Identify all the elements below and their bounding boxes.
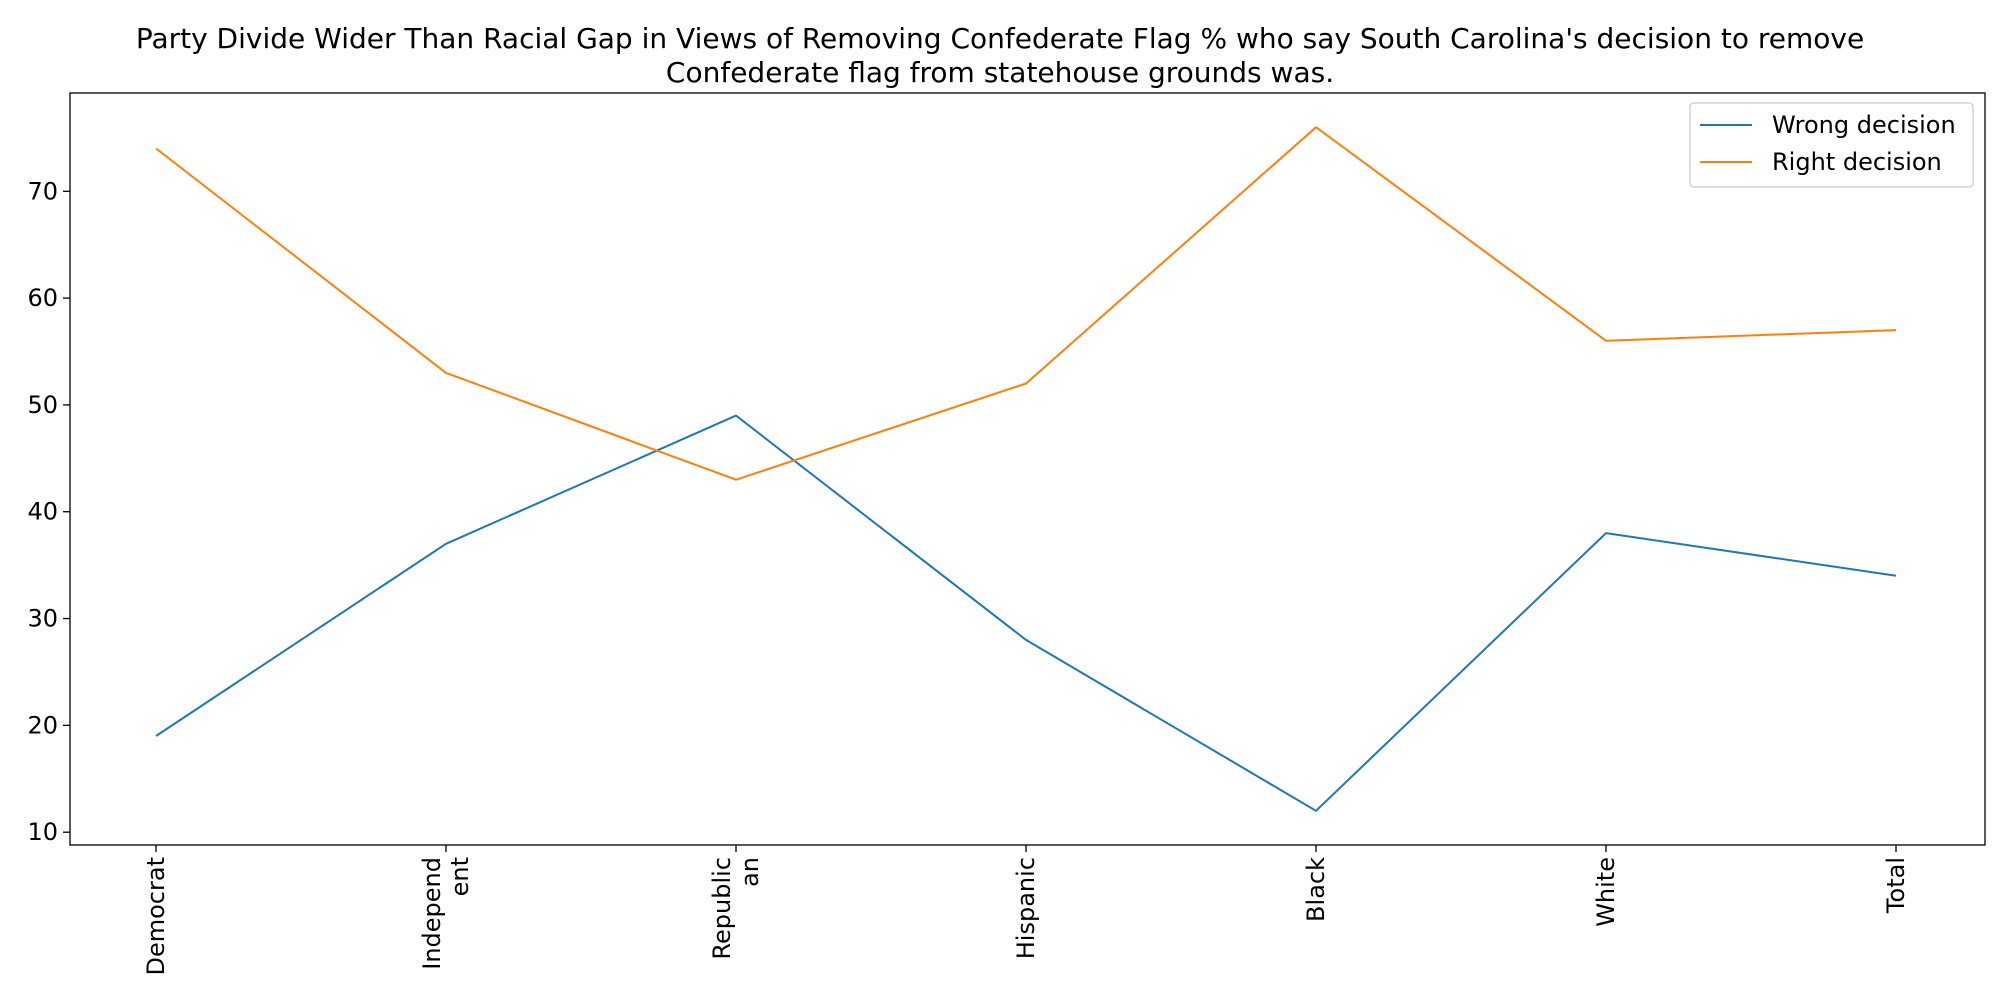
y-tick-label: 40 — [27, 498, 58, 526]
series-line-right-decision — [155, 126, 1897, 481]
y-tick-label: 20 — [27, 711, 58, 739]
legend-label-right-decision: Right decision — [1772, 148, 1942, 176]
x-tick-label-black: Black — [1302, 857, 1330, 922]
x-tick-label-total: Total — [1882, 857, 1910, 914]
y-tick-label: 60 — [27, 284, 58, 312]
y-tick-label: 50 — [27, 391, 58, 419]
y-tick-label: 30 — [27, 605, 58, 633]
chart-title: Party Divide Wider Than Racial Gap in Vi… — [135, 22, 1865, 89]
x-tick-label-independent: Independent — [418, 857, 474, 970]
legend-label-wrong-decision: Wrong decision — [1772, 111, 1956, 139]
y-axis: 10 20 30 40 50 60 70 — [27, 177, 70, 846]
x-tick-label-democrat: Democrat — [142, 857, 170, 976]
x-axis: Democrat Independent Republican Hispanic Bla… — [142, 845, 1910, 976]
series-line-wrong-decision — [155, 414, 1897, 812]
plot-frame — [69, 92, 1986, 846]
x-tick-label-hispanic: Hispanic — [1012, 857, 1040, 959]
x-tick-label-white: White — [1592, 857, 1620, 927]
y-tick-label: 70 — [27, 177, 58, 205]
y-tick-label: 10 — [27, 818, 58, 846]
legend-box — [1689, 102, 1974, 188]
x-tick-label-republican: Republican — [708, 857, 764, 960]
series-layer — [155, 126, 1897, 812]
legend: Wrong decision Right decision — [1689, 102, 1974, 188]
